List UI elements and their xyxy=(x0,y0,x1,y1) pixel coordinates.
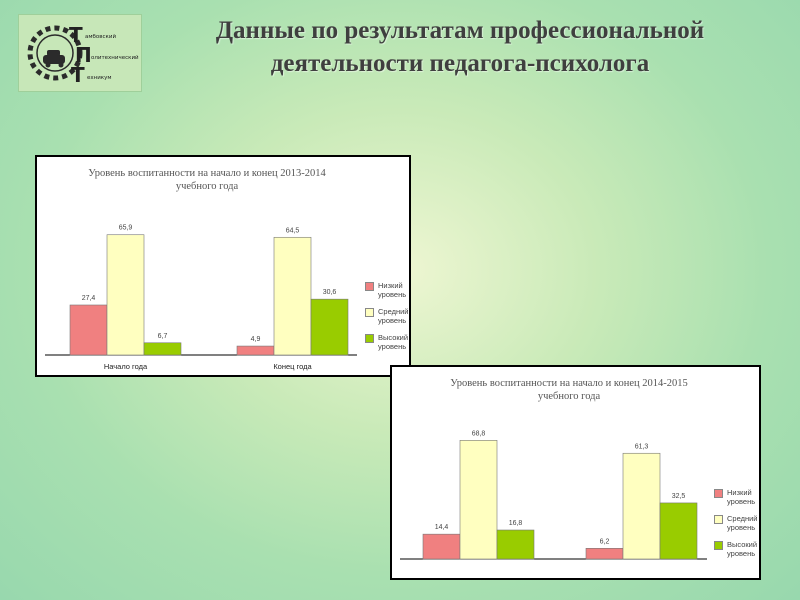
logo-letter-3: Т xyxy=(71,63,85,87)
bar-low xyxy=(236,345,275,356)
bar-value-label: 6,7 xyxy=(158,333,168,340)
bar-value-label: 6,2 xyxy=(600,538,610,545)
logo-letter-2: П xyxy=(75,43,92,67)
legend-label-low: Низкий уровень xyxy=(727,488,756,506)
bar-high xyxy=(659,502,698,560)
bar-value-label: 4,9 xyxy=(251,336,261,343)
bar-value-label: 64,5 xyxy=(286,227,300,234)
bar-high xyxy=(143,342,182,356)
legend-swatch-low xyxy=(714,489,723,498)
chart-legend: Низкий уровень Средний уровень Высокий у… xyxy=(365,281,409,359)
legend-label-high: Высокий уровень xyxy=(378,333,409,351)
bar-mid xyxy=(459,440,498,560)
chart-2014-2015: Уровень воспитанности на начало и конец … xyxy=(390,365,761,580)
chart-title: Уровень воспитанности на начало и конец … xyxy=(450,378,688,402)
legend-label-mid: Средний уровень xyxy=(727,514,758,532)
chart-title: Уровень воспитанности на начало и конец … xyxy=(88,168,326,192)
bar-value-label: 65,9 xyxy=(119,225,133,232)
bar-high xyxy=(496,529,535,560)
logo-word-2: олитехнический xyxy=(91,55,139,61)
legend-item-low: Низкий уровень xyxy=(365,281,409,299)
x-tick-label: Начало года xyxy=(104,362,148,371)
bar-value-label: 14,4 xyxy=(435,524,449,531)
bar-low xyxy=(69,304,108,356)
bar-value-label: 27,4 xyxy=(82,295,96,302)
bar-mid xyxy=(622,452,661,560)
bar-plot: 14,4 68,8 16,8 6,2 61,3 32,5 xyxy=(400,430,707,560)
slide-title: Данные по результатам профессиональной д… xyxy=(215,17,705,77)
chart-2013-2014: Уровень воспитанности на начало и конец … xyxy=(35,155,411,377)
bar-value-label: 32,5 xyxy=(672,493,686,500)
bar-value-label: 30,6 xyxy=(323,289,337,296)
legend-item-high: Высокий уровень xyxy=(714,540,758,558)
legend-label-high: Высокий уровень xyxy=(727,540,758,558)
bar-low xyxy=(422,533,461,560)
x-tick-label: Конец года xyxy=(273,362,312,371)
bar-value-label: 16,8 xyxy=(509,520,523,527)
logo-letter-1: Т xyxy=(69,23,83,47)
legend-label-low: Низкий уровень xyxy=(378,281,407,299)
college-logo: Т амбовский П олитехнический Т ехникум xyxy=(18,14,142,92)
bar-value-label: 68,8 xyxy=(472,430,486,437)
logo-word-1: амбовский xyxy=(85,34,117,40)
legend-item-high: Высокий уровень xyxy=(365,333,409,351)
legend-swatch-low xyxy=(365,282,374,291)
legend-swatch-mid xyxy=(365,308,374,317)
legend-swatch-high xyxy=(365,334,374,343)
legend-item-low: Низкий уровень xyxy=(714,488,758,506)
bar-value-label: 61,3 xyxy=(635,443,649,450)
bar-plot: 27,4 65,9 6,7 Начало года 4,9 64,5 30,6 Конец г… xyxy=(45,225,357,371)
chart-legend: Низкий уровень Средний уровень Высокий у… xyxy=(714,488,758,566)
bar-mid xyxy=(273,236,312,356)
bar-high xyxy=(310,298,349,356)
gear-emblem-icon xyxy=(27,25,83,81)
legend-swatch-high xyxy=(714,541,723,550)
legend-item-mid: Средний уровень xyxy=(365,307,409,325)
logo-word-3: ехникум xyxy=(87,75,112,81)
legend-item-mid: Средний уровень xyxy=(714,514,758,532)
legend-label-mid: Средний уровень xyxy=(378,307,409,325)
bar-low xyxy=(585,548,624,560)
legend-swatch-mid xyxy=(714,515,723,524)
bar-mid xyxy=(106,234,145,356)
